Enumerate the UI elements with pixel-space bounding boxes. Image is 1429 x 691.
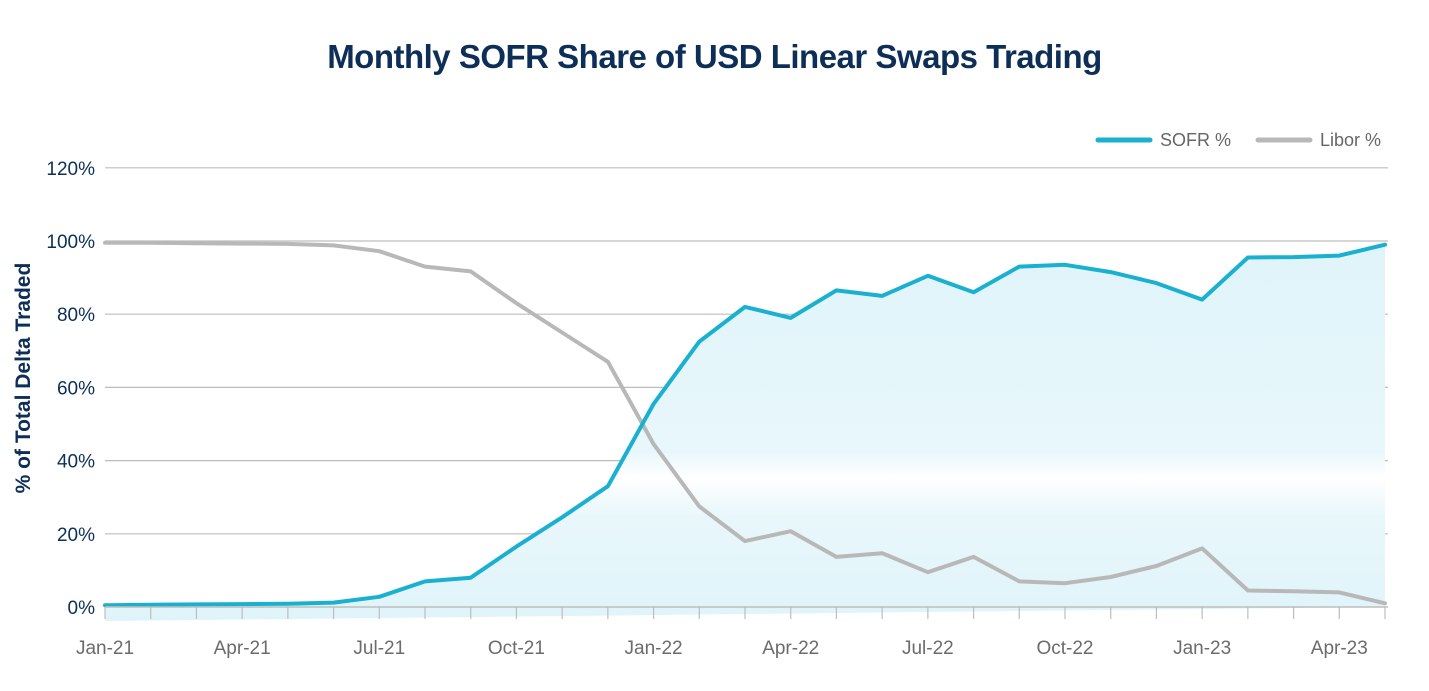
x-tick-label: Jan-22 (625, 638, 683, 659)
y-tick-label: 0% (68, 598, 96, 619)
x-tick-label: Oct-21 (488, 638, 545, 659)
legend-label: Libor % (1320, 130, 1381, 150)
chart-title: Monthly SOFR Share of USD Linear Swaps T… (327, 38, 1102, 75)
x-tick-label: Apr-22 (762, 638, 819, 659)
x-tick-label: Jul-22 (902, 638, 954, 659)
x-tick-label: Jan-21 (76, 638, 134, 659)
y-tick-label: 80% (57, 305, 95, 326)
y-tick-label: 40% (57, 452, 95, 473)
y-tick-label: 60% (57, 378, 95, 399)
legend: SOFR % Libor % (1095, 130, 1381, 150)
x-tick-label: Apr-23 (1311, 638, 1368, 659)
x-tick-label: Apr-21 (214, 638, 271, 659)
y-tick-label: 100% (46, 232, 95, 253)
x-tick-label: Oct-22 (1036, 638, 1093, 659)
legend-label: SOFR % (1160, 130, 1231, 150)
series-area-sofr (105, 244, 1385, 621)
y-tick-label: 120% (46, 159, 95, 180)
x-tick-label: Jan-23 (1173, 638, 1231, 659)
y-tick-label: 20% (57, 525, 95, 546)
x-tick-label: Jul-21 (353, 638, 405, 659)
